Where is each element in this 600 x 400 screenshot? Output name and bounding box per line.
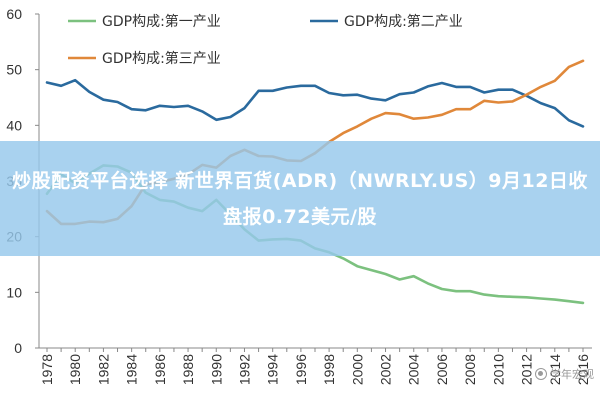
x-tick-label: 2012 xyxy=(519,354,535,385)
x-tick-label: 1988 xyxy=(180,354,196,385)
legend-label-1: GDP构成:第一产业 xyxy=(102,13,221,30)
watermark: 学年宏观 xyxy=(535,366,594,382)
x-tick-label: 1990 xyxy=(208,354,224,385)
y-tick-label: 10 xyxy=(6,284,22,300)
wechat-icon xyxy=(535,368,547,380)
x-tick-label: 2006 xyxy=(434,354,450,385)
x-tick-label: 1982 xyxy=(95,354,111,385)
series-line-2 xyxy=(45,78,585,128)
headline-banner: 炒股配资平台选择 新世界百货(ADR)（NWRLY.US）9月12日收盘报0.7… xyxy=(0,141,600,256)
x-tick-label: 2008 xyxy=(462,354,478,385)
x-tick-label: 2010 xyxy=(490,354,506,385)
y-tick-label: 50 xyxy=(6,62,22,78)
legend-label-3: GDP构成:第三产业 xyxy=(102,50,221,67)
watermark-text: 学年宏观 xyxy=(550,368,594,381)
x-tick-label: 1994 xyxy=(265,354,281,385)
x-tick-label: 2004 xyxy=(406,354,422,385)
x-tick-label: 2014 xyxy=(547,354,563,385)
x-tick-label: 1996 xyxy=(293,354,309,385)
chart-legend: GDP构成:第一产业 GDP构成:第二产业 GDP构成:第三产业 xyxy=(68,13,463,67)
x-tick-label: 2002 xyxy=(378,354,394,385)
x-tick-label: 1998 xyxy=(321,354,337,385)
x-tick-label: 2016 xyxy=(575,354,591,385)
legend-label-2: GDP构成:第二产业 xyxy=(344,13,463,30)
x-tick-label: 1978 xyxy=(39,354,55,385)
y-tick-label: 40 xyxy=(6,117,22,133)
y-tick-label: 60 xyxy=(6,6,22,22)
x-tick-label: 2000 xyxy=(349,354,365,385)
y-tick-label: 0 xyxy=(14,340,22,356)
x-tick-label: 1992 xyxy=(236,354,252,385)
x-tick-labels: 1978 1980 1982 1984 1986 1988 1990 1992 1994 1996… xyxy=(39,348,591,385)
headline-text: 炒股配资平台选择 新世界百货(ADR)（NWRLY.US）9月12日收盘报0.7… xyxy=(12,169,588,228)
x-tick-label: 1986 xyxy=(152,354,168,385)
x-tick-label: 1980 xyxy=(67,354,83,385)
x-tick-label: 1984 xyxy=(124,354,140,385)
